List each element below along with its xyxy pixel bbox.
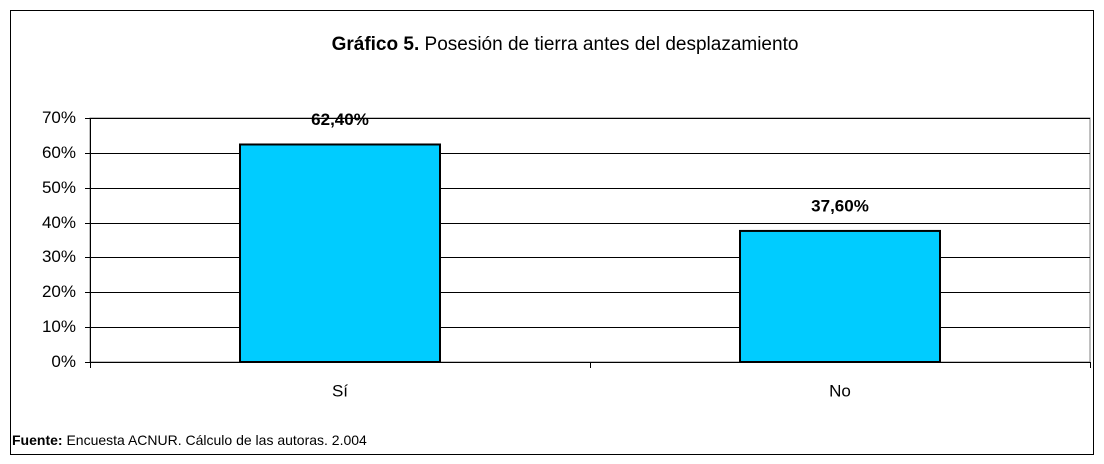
y-tick-label: 40% [42, 213, 76, 232]
y-tick-label: 30% [42, 247, 76, 266]
y-tick-label: 0% [51, 352, 76, 371]
source-text: Encuesta ACNUR. Cálculo de las autoras. … [66, 432, 367, 448]
bar [739, 229, 941, 363]
bar [239, 143, 441, 363]
source-label: Fuente: [12, 432, 63, 448]
chart-title: Gráfico 5. Posesión de tierra antes del … [332, 34, 799, 55]
data-label: 37,60% [811, 196, 869, 215]
y-tick-label: 70% [42, 108, 76, 127]
y-tick-label: 60% [42, 143, 76, 162]
title-text: Posesión de tierra antes del desplazamie… [425, 34, 799, 55]
source: Fuente: Encuesta ACNUR. Cálculo de las a… [12, 432, 367, 448]
x-tick-label: No [829, 381, 851, 400]
y-tick-label: 50% [42, 178, 76, 197]
title-label: Gráfico 5. [332, 34, 420, 55]
data-label: 62,40% [311, 110, 369, 129]
x-tick-label: Sí [332, 381, 348, 400]
y-tick-label: 20% [42, 282, 76, 301]
y-tick-label: 10% [42, 317, 76, 336]
